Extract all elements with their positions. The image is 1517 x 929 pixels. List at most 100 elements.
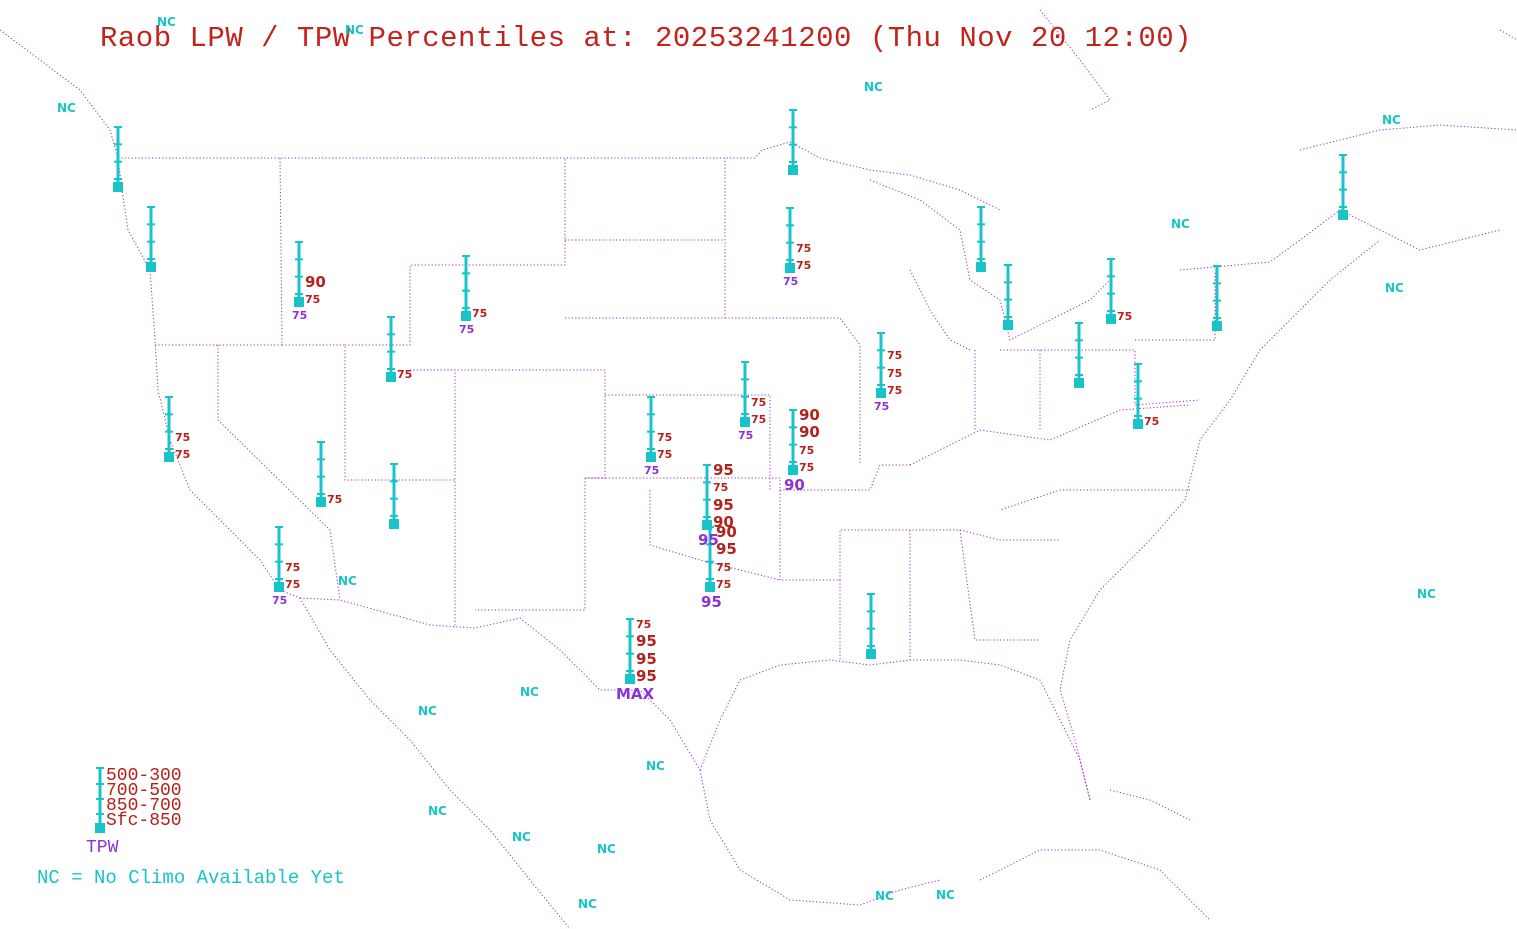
- station-17: [625, 618, 635, 684]
- layer-percentile: 90: [713, 513, 734, 531]
- layer-percentile: 75: [285, 560, 301, 574]
- station-marker: [625, 674, 635, 684]
- layer-percentile: 75: [175, 448, 191, 461]
- station-marker: [976, 262, 986, 272]
- layer-percentile: 75: [887, 366, 903, 380]
- tpw-percentile: 75: [292, 309, 308, 322]
- nc-station-label: NC: [578, 897, 597, 911]
- station-marker: [386, 372, 396, 382]
- layer-percentile: 75: [657, 448, 673, 461]
- station-16: [705, 526, 715, 592]
- tpw-percentile: 75: [644, 464, 660, 477]
- layer-percentile: 75: [796, 259, 812, 272]
- layer-percentile: 75: [716, 560, 732, 574]
- layer-percentile: 75: [799, 461, 815, 474]
- station-markers: [113, 109, 1348, 684]
- nc-station-label: NC: [936, 888, 955, 902]
- layer-percentile: 75: [713, 481, 729, 495]
- legend-tpw-label: TPW: [86, 838, 119, 858]
- tpw-percentile: 75: [783, 275, 799, 288]
- layer-percentile: 75: [472, 307, 488, 320]
- station-marker: [1338, 210, 1348, 220]
- station-23: [1074, 322, 1084, 388]
- station-marker: [1106, 314, 1116, 324]
- nc-station-label: NC: [875, 889, 894, 903]
- layer-percentile: 95: [636, 649, 657, 668]
- layer-percentile: 75: [887, 384, 903, 397]
- station-marker: [316, 497, 326, 507]
- layer-percentile: 95: [713, 495, 734, 514]
- station-marker: [646, 452, 656, 462]
- tpw-percentile: 95: [698, 531, 719, 549]
- station-marker: [1212, 321, 1222, 331]
- station-marker: [788, 465, 798, 475]
- station-marker: [702, 520, 712, 530]
- station-1: [113, 126, 123, 192]
- layer-percentile: 75: [1144, 415, 1160, 428]
- station-10: [788, 109, 798, 175]
- station-2: [146, 206, 156, 272]
- station-12: [740, 361, 750, 427]
- nc-station-label: NC: [864, 80, 883, 94]
- station-marker: [164, 452, 174, 462]
- nc-station-label: NC: [1382, 113, 1401, 127]
- legend-layer-sfc-850: Sfc-850: [106, 811, 182, 831]
- station-marker: [146, 262, 156, 272]
- layer-percentile: 95: [636, 667, 657, 685]
- station-11: [785, 207, 795, 273]
- layer-percentile: 95: [716, 540, 737, 559]
- layer-percentile: 90: [799, 406, 820, 424]
- nc-station-label: NC: [338, 574, 357, 588]
- station-marker: [113, 182, 123, 192]
- legend-layer-500-300: 500-300: [106, 766, 182, 786]
- layer-percentile: 75: [716, 578, 732, 591]
- station-marker: [1003, 320, 1013, 330]
- nc-station-label: NC: [157, 15, 176, 29]
- nc-station-label: NC: [57, 101, 76, 115]
- legend-glyph: [95, 767, 105, 833]
- tpw-percentile: 95: [701, 593, 722, 611]
- layer-percentile: 75: [887, 349, 903, 363]
- station-9: [274, 526, 284, 592]
- station-15: [702, 464, 712, 530]
- station-26: [1338, 154, 1348, 220]
- layer-percentile: 75: [397, 368, 413, 381]
- station-7: [316, 441, 326, 507]
- tpw-percentile: 75: [272, 594, 288, 607]
- nc-station-label: NC: [1171, 217, 1190, 231]
- station-4: [386, 316, 396, 382]
- station-13: [646, 396, 656, 462]
- station-25: [1212, 265, 1222, 331]
- tpw-percentile: 75: [874, 400, 890, 413]
- station-20: [976, 206, 986, 272]
- state-boundaries: [0, 9, 1517, 929]
- station-22: [1106, 258, 1116, 324]
- station-24: [1133, 363, 1143, 429]
- station-marker: [294, 297, 304, 307]
- legend-layer-850-700: 850-700: [106, 796, 182, 816]
- tpw-percentile: 90: [784, 476, 805, 494]
- tpw-percentile: 75: [738, 429, 754, 442]
- station-marker: [705, 582, 715, 592]
- station-14: [788, 409, 798, 475]
- layer-percentile: 75: [751, 413, 767, 426]
- layer-percentile: 75: [657, 430, 673, 444]
- station-3: [294, 241, 304, 307]
- station-marker: [1074, 378, 1084, 388]
- layer-percentile: 75: [751, 395, 767, 409]
- station-marker: [785, 263, 795, 273]
- station-marker: [389, 519, 399, 529]
- station-marker: [1133, 419, 1143, 429]
- layer-percentile: 75: [305, 293, 321, 306]
- legend-note: NC = No Climo Available Yet: [37, 867, 345, 889]
- station-6: [164, 396, 174, 462]
- station-5: [461, 255, 471, 321]
- layer-percentile: 75: [285, 578, 301, 591]
- layer-percentile: 90: [716, 523, 737, 541]
- station-marker: [788, 165, 798, 175]
- tpw-percentile: 75: [459, 323, 475, 336]
- nc-station-label: NC: [597, 842, 616, 856]
- legend-layer-700-500: 700-500: [106, 781, 182, 801]
- nc-station-label: NC: [520, 685, 539, 699]
- nc-station-label: NC: [418, 704, 437, 718]
